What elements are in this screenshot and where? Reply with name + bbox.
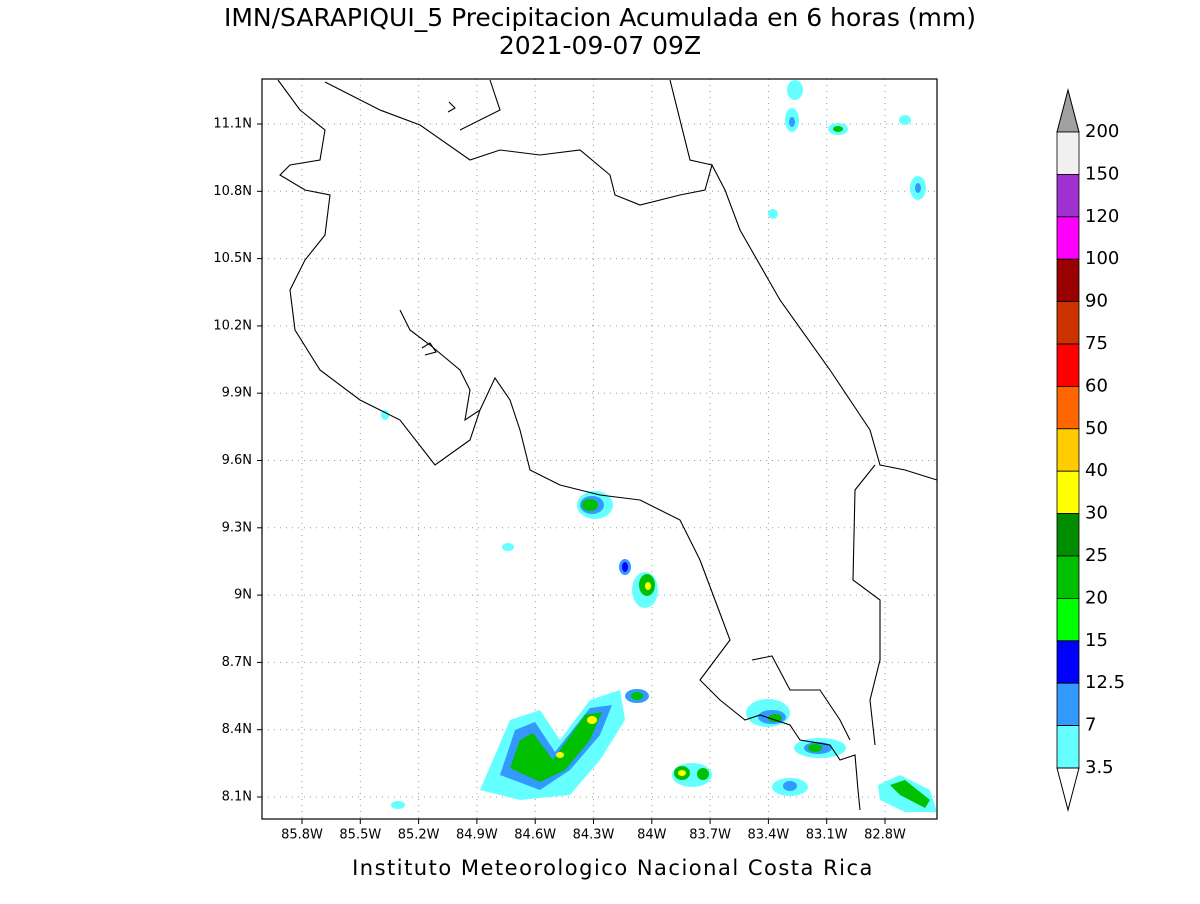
colorbar-label: 150 [1085,163,1119,184]
lon-label: 84W [637,828,667,843]
colorbar-over [1056,88,1080,133]
lat-label: 9.3N [222,520,252,535]
colorbar-box [1056,725,1080,769]
colorbar-label: 20 [1085,587,1108,608]
colorbar-box [1056,555,1080,599]
colorbar-box [1056,301,1080,345]
lat-label: 10.2N [213,318,252,333]
lat-label: 8.7N [222,655,252,670]
colorbar-box [1056,640,1080,684]
colorbar-box [1056,173,1080,218]
lat-label: 10.5N [213,251,252,266]
lon-label: 82.8W [864,828,906,843]
colorbar-label: 200 [1085,121,1119,142]
lat-label: 9.6N [222,453,252,468]
colorbar-label: 120 [1085,206,1119,227]
lat-label: 10.8N [213,184,252,199]
lon-label: 83.4W [747,828,789,843]
colorbar-label: 100 [1085,248,1119,269]
subtitle: 2021-09-07 09Z [499,31,701,60]
colorbar-label: 40 [1085,460,1108,481]
colorbar-box [1056,470,1080,515]
lon-label: 85.5W [339,828,381,843]
colorbar-under [1056,767,1080,812]
colorbar-label: 12.5 [1085,672,1125,693]
precip-areas [381,80,937,812]
colorbar-label: 15 [1085,630,1108,651]
colorbar-box [1056,513,1080,557]
lon-label: 85.8W [281,828,323,843]
colorbar-box [1056,598,1080,642]
lat-label: 8.4N [222,722,252,737]
lat-label: 11.1N [213,117,252,132]
colorbar-label: 50 [1085,418,1108,439]
title: IMN/SARAPIQUI_5 Precipitacion Acumulada … [224,3,976,32]
lon-label: 84.6W [514,828,556,843]
lat-label: 9.9N [222,386,252,401]
colorbar-box [1056,385,1080,430]
colorbar-box [1056,258,1080,303]
lon-label: 83.1W [806,828,848,843]
lon-label: 84.9W [456,828,498,843]
lon-label: 85.2W [398,828,440,843]
lon-label: 83.7W [689,828,731,843]
colorbar-box [1056,216,1080,260]
coastline [277,79,938,811]
colorbar-label: 25 [1085,545,1108,566]
colorbar-box [1056,343,1080,387]
lon-label: 84.3W [573,828,615,843]
colorbar-label: 90 [1085,291,1108,312]
colorbar-box [1056,428,1080,472]
colorbar-label: 60 [1085,375,1108,396]
lat-label: 8.1N [222,790,252,805]
map-frame [261,78,938,820]
lat-label: 9N [234,588,252,603]
colorbar-box [1056,682,1080,727]
colorbar-box [1056,131,1080,175]
colorbar-label: 75 [1085,333,1108,354]
colorbar-label: 3.5 [1085,757,1114,778]
footer: Instituto Meteorologico Nacional Costa R… [352,856,874,880]
colorbar-label: 30 [1085,503,1108,524]
colorbar-label: 7 [1085,715,1096,736]
